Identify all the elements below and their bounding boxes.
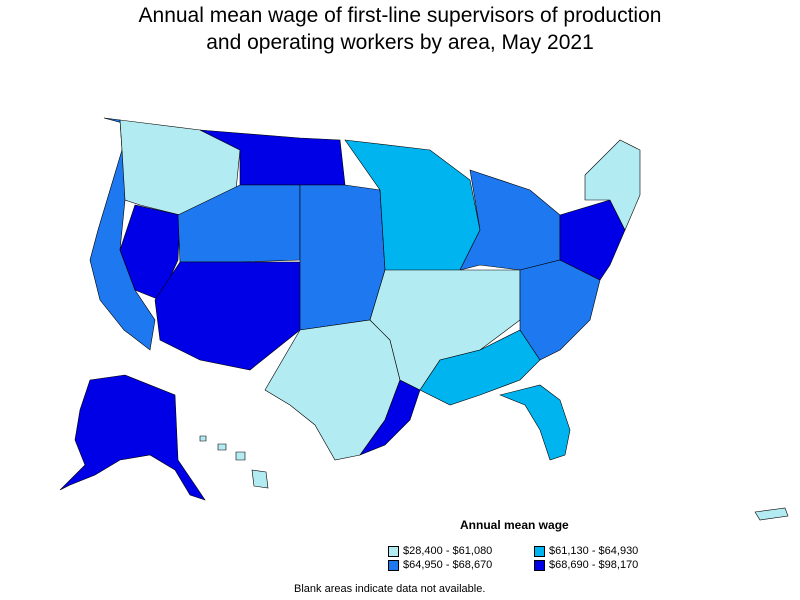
map-title-line-1: Annual mean wage of first-line superviso… <box>138 4 662 27</box>
legend-label-2: $61,130 - $64,930 <box>549 545 639 557</box>
legend-swatch-4 <box>534 559 545 571</box>
legend-item-2: $61,130 - $64,930 <box>534 545 684 557</box>
legend-swatch-1 <box>388 545 399 557</box>
region-arizona-nm <box>154 261 301 371</box>
region-florida <box>499 384 571 461</box>
continental-us <box>89 117 641 461</box>
region-new-england <box>584 139 641 231</box>
legend-title: Annual mean wage <box>460 518 569 532</box>
puerto-rico <box>754 507 789 521</box>
legend-item-3: $64,950 - $68,670 <box>388 559 534 571</box>
legend-label-1: $28,400 - $61,080 <box>403 545 493 557</box>
region-plains <box>299 184 386 331</box>
legend-label-3: $64,950 - $68,670 <box>403 559 493 571</box>
region-southeast <box>519 259 601 361</box>
map-title-line-2: and operating workers by area, May 2021 <box>206 31 594 54</box>
region-nevada <box>119 204 181 301</box>
legend: $28,400 - $61,080 $61,130 - $64,930 $64,… <box>388 545 688 571</box>
legend-swatch-3 <box>388 559 399 571</box>
legend-item-1: $28,400 - $61,080 <box>388 545 534 557</box>
legend-item-4: $68,690 - $98,170 <box>534 559 684 571</box>
legend-swatch-2 <box>534 545 545 557</box>
hawaii <box>199 435 269 489</box>
footnote: Blank areas indicate data not available. <box>294 583 486 595</box>
legend-label-4: $68,690 - $98,170 <box>549 559 639 571</box>
alaska <box>59 374 206 501</box>
map-title: Annual mean wage of first-line superviso… <box>0 2 800 56</box>
